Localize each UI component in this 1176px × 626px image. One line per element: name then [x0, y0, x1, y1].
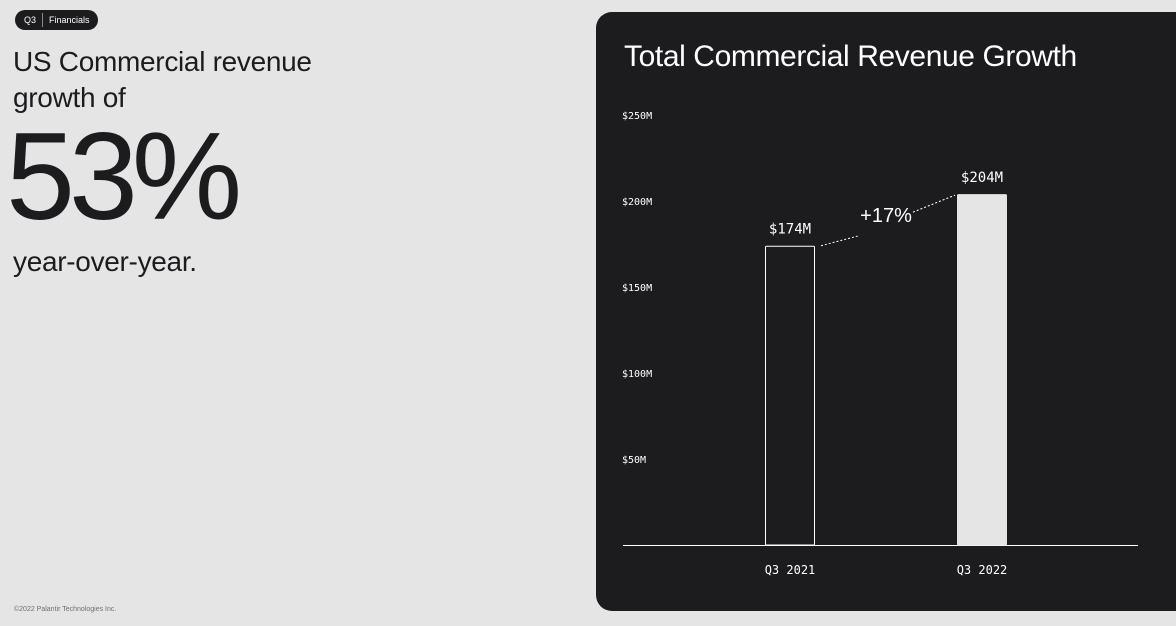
- bar-q3-2022: [957, 194, 1007, 546]
- y-tick-label: $200M: [622, 197, 652, 208]
- section-badge: Q3 Financials: [15, 10, 98, 30]
- badge-separator: [42, 13, 44, 27]
- y-tick-label: $50M: [622, 455, 646, 466]
- badge-period: Q3: [24, 15, 37, 25]
- bar-value-label: $174M: [769, 222, 811, 238]
- bar-q3-2021: [765, 245, 815, 546]
- growth-annotation: +17%: [860, 205, 912, 227]
- growth-connector-right: [912, 194, 956, 213]
- chart-title: Total Commercial Revenue Growth: [624, 40, 1077, 73]
- x-category-label: Q3 2021: [765, 563, 816, 577]
- headline-big-number: 53%: [6, 108, 242, 246]
- revenue-bar-chart: $50M $100M $150M $200M $250M $174M Q3 2021 $204…: [622, 111, 1138, 577]
- headline-intro: US Commercial revenue growth of: [13, 46, 312, 113]
- headline-outro: year-over-year.: [13, 246, 197, 277]
- y-tick-label: $100M: [622, 369, 652, 380]
- x-category-label: Q3 2022: [957, 563, 1008, 577]
- y-tick-label: $250M: [622, 111, 652, 122]
- growth-connector-left: [820, 235, 860, 247]
- badge-section: Financials: [49, 15, 90, 25]
- chart-panel: [596, 12, 1176, 611]
- bar-value-label: $204M: [961, 170, 1003, 186]
- copyright-footer: ©2022 Palantir Technologies Inc.: [14, 606, 117, 613]
- y-tick-label: $150M: [622, 283, 652, 294]
